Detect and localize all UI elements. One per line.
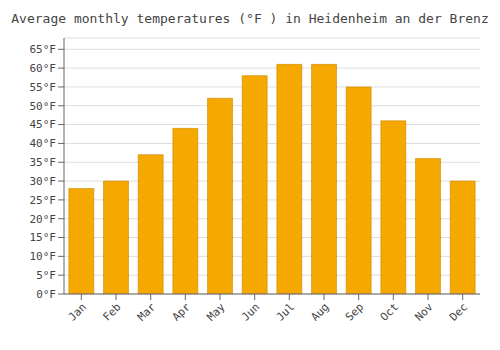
- svg-text:35°F: 35°F: [30, 156, 57, 169]
- svg-text:10°F: 10°F: [30, 250, 57, 263]
- svg-text:20°F: 20°F: [30, 213, 57, 226]
- svg-text:Oct: Oct: [378, 300, 401, 323]
- svg-text:Aug: Aug: [308, 300, 331, 323]
- svg-text:5°F: 5°F: [36, 269, 56, 282]
- svg-text:55°F: 55°F: [30, 81, 57, 94]
- svg-text:65°F: 65°F: [30, 43, 57, 56]
- svg-text:May: May: [204, 300, 228, 324]
- svg-text:45°F: 45°F: [30, 118, 57, 131]
- svg-text:0°F: 0°F: [36, 288, 56, 301]
- svg-text:60°F: 60°F: [30, 62, 57, 75]
- svg-text:Sep: Sep: [343, 300, 366, 323]
- svg-text:30°F: 30°F: [30, 175, 57, 188]
- svg-text:Nov: Nov: [412, 300, 436, 324]
- svg-text:Mar: Mar: [135, 300, 159, 324]
- svg-text:25°F: 25°F: [30, 194, 57, 207]
- svg-text:Jun: Jun: [239, 300, 262, 323]
- svg-text:Jul: Jul: [274, 300, 297, 323]
- svg-text:40°F: 40°F: [30, 137, 57, 150]
- svg-text:Apr: Apr: [170, 300, 194, 324]
- svg-text:Jan: Jan: [66, 300, 89, 323]
- svg-text:15°F: 15°F: [30, 231, 57, 244]
- svg-text:Dec: Dec: [447, 300, 470, 323]
- svg-text:50°F: 50°F: [30, 100, 57, 113]
- svg-text:Feb: Feb: [100, 300, 123, 323]
- html-text:Average monthly temperatures (: Average monthly temperatures (°F ) in He…: [11, 11, 489, 26]
